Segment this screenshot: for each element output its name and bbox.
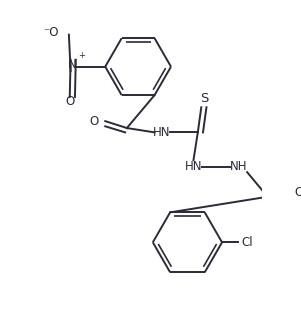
Text: NH: NH bbox=[230, 160, 247, 174]
Text: O: O bbox=[295, 186, 301, 199]
Text: Cl: Cl bbox=[241, 236, 253, 249]
Text: O: O bbox=[65, 95, 74, 108]
Text: HN: HN bbox=[185, 160, 202, 174]
Text: +: + bbox=[78, 51, 85, 60]
Text: ⁻O: ⁻O bbox=[43, 25, 58, 39]
Text: HN: HN bbox=[153, 126, 170, 139]
Text: N: N bbox=[68, 59, 77, 71]
Text: O: O bbox=[89, 115, 98, 128]
Text: S: S bbox=[200, 92, 209, 105]
